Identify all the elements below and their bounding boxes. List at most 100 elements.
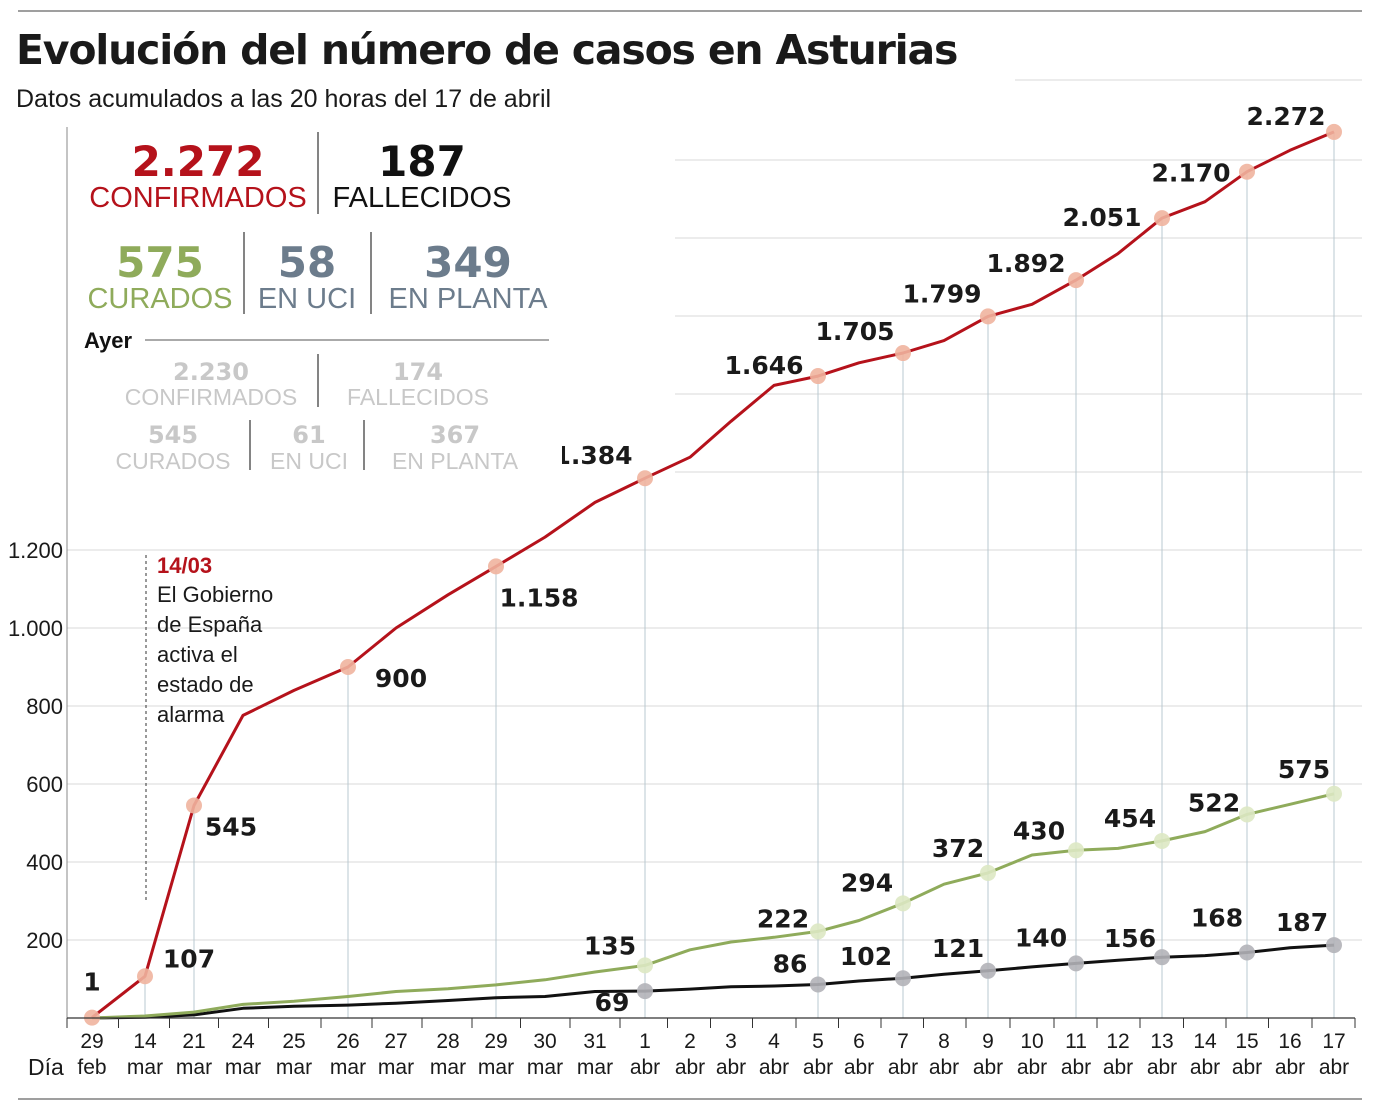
x-tick-month: abr	[1017, 1056, 1047, 1079]
series-layer: 69 86 102 121 140 156 168 187 135 222 294 372 430 454…	[83, 102, 1342, 1026]
x-tick-month: mar	[378, 1056, 414, 1079]
x-tick-month: abr	[929, 1056, 959, 1079]
ayer-curados-label: CURADOS	[115, 448, 230, 474]
fallecidos-marker	[980, 962, 996, 979]
x-tick-day: 14	[133, 1030, 157, 1053]
y-tick-labels: 200 400 600 800 1.000 1.200	[8, 538, 63, 953]
x-tick-month: mar	[577, 1056, 613, 1079]
x-tick-day: 6	[853, 1030, 865, 1053]
x-tick-day: 25	[282, 1030, 305, 1053]
annotation-line: El Gobierno	[157, 582, 273, 607]
confirmados-data-label: 1.158	[499, 583, 578, 612]
curados-marker	[1154, 832, 1170, 849]
x-tick-day: 11	[1065, 1030, 1087, 1053]
confirmados-data-label: 1.646	[724, 351, 803, 380]
confirmados-marker	[810, 368, 826, 385]
confirmados-data-label: 1	[83, 968, 100, 997]
fallecidos-marker	[637, 983, 653, 1000]
confirmados-data-label: 1.799	[902, 279, 981, 308]
confirmados-marker	[340, 659, 356, 675]
chart-subtitle: Datos acumulados a las 20 horas del 17 d…	[16, 85, 551, 113]
curados-marker	[1068, 842, 1084, 859]
ayer-fallecidos-label: FALLECIDOS	[347, 384, 489, 410]
marker-vertical-lines	[144, 131, 1335, 1018]
x-tick-month: mar	[225, 1056, 261, 1079]
annotation-line: alarma	[157, 702, 225, 727]
fallecidos-label: FALLECIDOS	[333, 182, 512, 214]
confirmados-marker	[488, 558, 504, 575]
uci-label: EN UCI	[258, 283, 356, 315]
curados-data-label: 430	[1013, 816, 1065, 845]
confirmados-data-label: 107	[163, 944, 215, 973]
x-tick-day: 14	[1193, 1030, 1217, 1053]
x-tick-day: 31	[583, 1030, 606, 1053]
curados-marker	[637, 957, 653, 974]
fallecidos-marker	[1239, 944, 1255, 961]
x-tick-day: 27	[384, 1030, 407, 1053]
x-tick-month: mar	[276, 1056, 312, 1079]
x-tick-month: abr	[759, 1056, 789, 1079]
curados-data-label: 522	[1188, 788, 1240, 817]
curados-marker	[1326, 785, 1342, 802]
x-tick-month: mar	[176, 1056, 212, 1079]
fallecidos-data-label: 86	[773, 949, 808, 978]
x-tick-day: 2	[684, 1030, 696, 1053]
x-tick-month: abr	[1190, 1056, 1220, 1079]
confirmados-marker	[137, 968, 153, 985]
x-tick-day: 28	[436, 1030, 459, 1053]
x-tick-month: abr	[1103, 1056, 1133, 1079]
curados-data-label: 222	[757, 904, 809, 933]
x-tick-month: mar	[527, 1056, 563, 1079]
fallecidos-line	[91, 943, 1335, 1020]
fallecidos-data-label: 156	[1104, 924, 1156, 953]
x-tick-day: 1	[639, 1030, 651, 1053]
confirmados-data-label: 2.051	[1062, 203, 1141, 232]
fallecidos-data-label: 168	[1191, 903, 1243, 932]
planta-value: 349	[424, 238, 512, 287]
fallecidos-data-label: 69	[595, 988, 630, 1017]
curados-data-label: 135	[584, 931, 636, 960]
ayer-label: Ayer	[84, 328, 133, 353]
confirmados-data-label: 2.272	[1246, 102, 1325, 131]
annotation-text: El Gobierno de España activa el estado de al…	[157, 582, 273, 727]
x-tick-day: 7	[897, 1030, 909, 1053]
y-tick-label: 1.200	[8, 538, 63, 563]
annotation-line: estado de	[157, 672, 254, 697]
confirmados-marker	[1154, 210, 1170, 227]
x-tick-day: 8	[938, 1030, 950, 1053]
x-tick-month: mar	[127, 1056, 163, 1079]
confirmados-data-label: 1.892	[986, 249, 1065, 278]
x-tick-day: 4	[768, 1030, 780, 1053]
x-tick-day: 29	[484, 1030, 507, 1053]
y-tick-label: 1.000	[8, 616, 63, 641]
ayer-uci-label: EN UCI	[270, 448, 348, 474]
x-tick-month: abr	[1147, 1056, 1177, 1079]
summary-background	[72, 128, 562, 480]
fallecidos-data-label: 140	[1015, 923, 1067, 952]
chart-title: Evolución del número de casos en Asturia…	[16, 26, 957, 74]
x-tick-month: abr	[973, 1056, 1003, 1079]
x-tick-day: 21	[182, 1030, 205, 1053]
x-tick-month: feb	[77, 1056, 106, 1079]
x-tick-day: 16	[1278, 1030, 1301, 1053]
ayer-uci-value: 61	[292, 421, 325, 449]
confirmados-marker	[637, 470, 653, 487]
ayer-planta-value: 367	[430, 421, 480, 449]
ayer-confirmados-label: CONFIRMADOS	[125, 384, 298, 410]
x-tick-day: 30	[533, 1030, 556, 1053]
annotation-line: activa el	[157, 642, 238, 667]
ayer-fallecidos-value: 174	[393, 358, 443, 386]
x-tick-month: abr	[888, 1056, 918, 1079]
x-tick-month: mar	[330, 1056, 366, 1079]
x-tick-day: 13	[1150, 1030, 1173, 1053]
curados-marker	[980, 864, 996, 881]
x-tick-day: 12	[1106, 1030, 1129, 1053]
curados-marker	[895, 895, 911, 912]
confirmados-data-label: 1.705	[815, 317, 894, 346]
x-tick-month: abr	[1232, 1056, 1262, 1079]
uci-value: 58	[278, 238, 336, 287]
fallecidos-data-label: 102	[840, 942, 892, 971]
x-tick-day: 17	[1322, 1030, 1345, 1053]
x-tick-day: 5	[812, 1030, 824, 1053]
ayer-confirmados-value: 2.230	[173, 358, 249, 386]
